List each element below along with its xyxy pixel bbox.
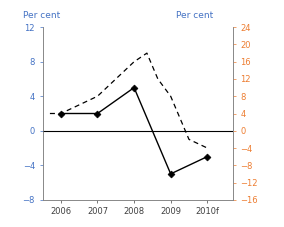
Text: Per cent: Per cent (23, 11, 60, 20)
Text: Per cent: Per cent (176, 11, 213, 20)
